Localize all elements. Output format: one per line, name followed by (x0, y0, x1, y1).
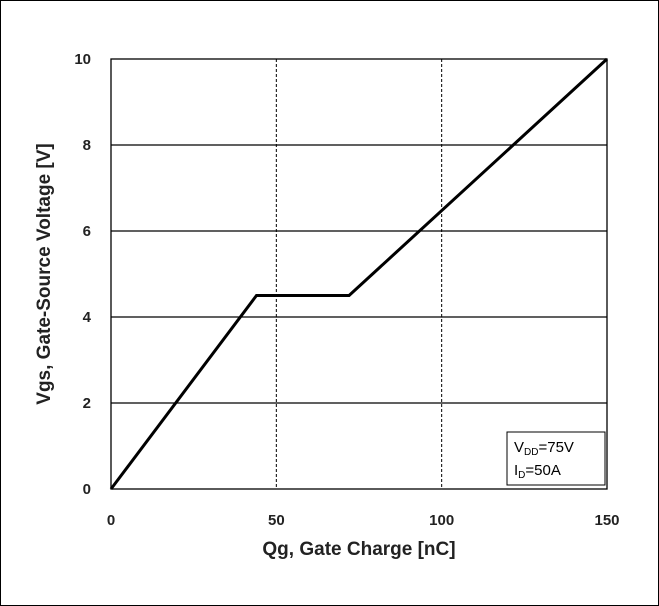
tick-labels: 0 50 100 150 0 2 4 6 8 10 (74, 51, 619, 529)
x-tick-label: 150 (594, 512, 619, 529)
condition-id: ID=50A (514, 462, 561, 481)
x-tick-label: 0 (107, 512, 115, 529)
y-tick-label: 8 (83, 137, 91, 154)
condition-id-value: =50A (525, 462, 560, 479)
y-tick-label: 4 (83, 309, 92, 326)
condition-vdd-symbol: V (514, 439, 524, 456)
y-tick-label: 0 (83, 481, 91, 498)
grid-lines (111, 59, 607, 489)
conditions-box: VDD=75V ID=50A (506, 431, 606, 486)
condition-id-symbol: I (514, 462, 518, 479)
condition-vdd-subscript: DD (524, 447, 538, 458)
conditions-box-frame (506, 431, 606, 486)
y-axis-title: Vgs, Gate-Source Voltage [V] (34, 143, 55, 404)
x-axis-title: Qg, Gate Charge [nC] (262, 539, 455, 560)
y-tick-label: 10 (74, 51, 91, 68)
x-tick-label: 50 (268, 512, 285, 529)
y-tick-label: 2 (83, 395, 91, 412)
condition-vdd-value: =75V (538, 439, 573, 456)
vgs-curve (109, 57, 609, 490)
condition-id-subscript: D (518, 470, 525, 481)
y-tick-label: 6 (83, 223, 91, 240)
plot-area (110, 58, 608, 490)
condition-vdd: VDD=75V (514, 439, 574, 458)
x-tick-label: 100 (429, 512, 454, 529)
